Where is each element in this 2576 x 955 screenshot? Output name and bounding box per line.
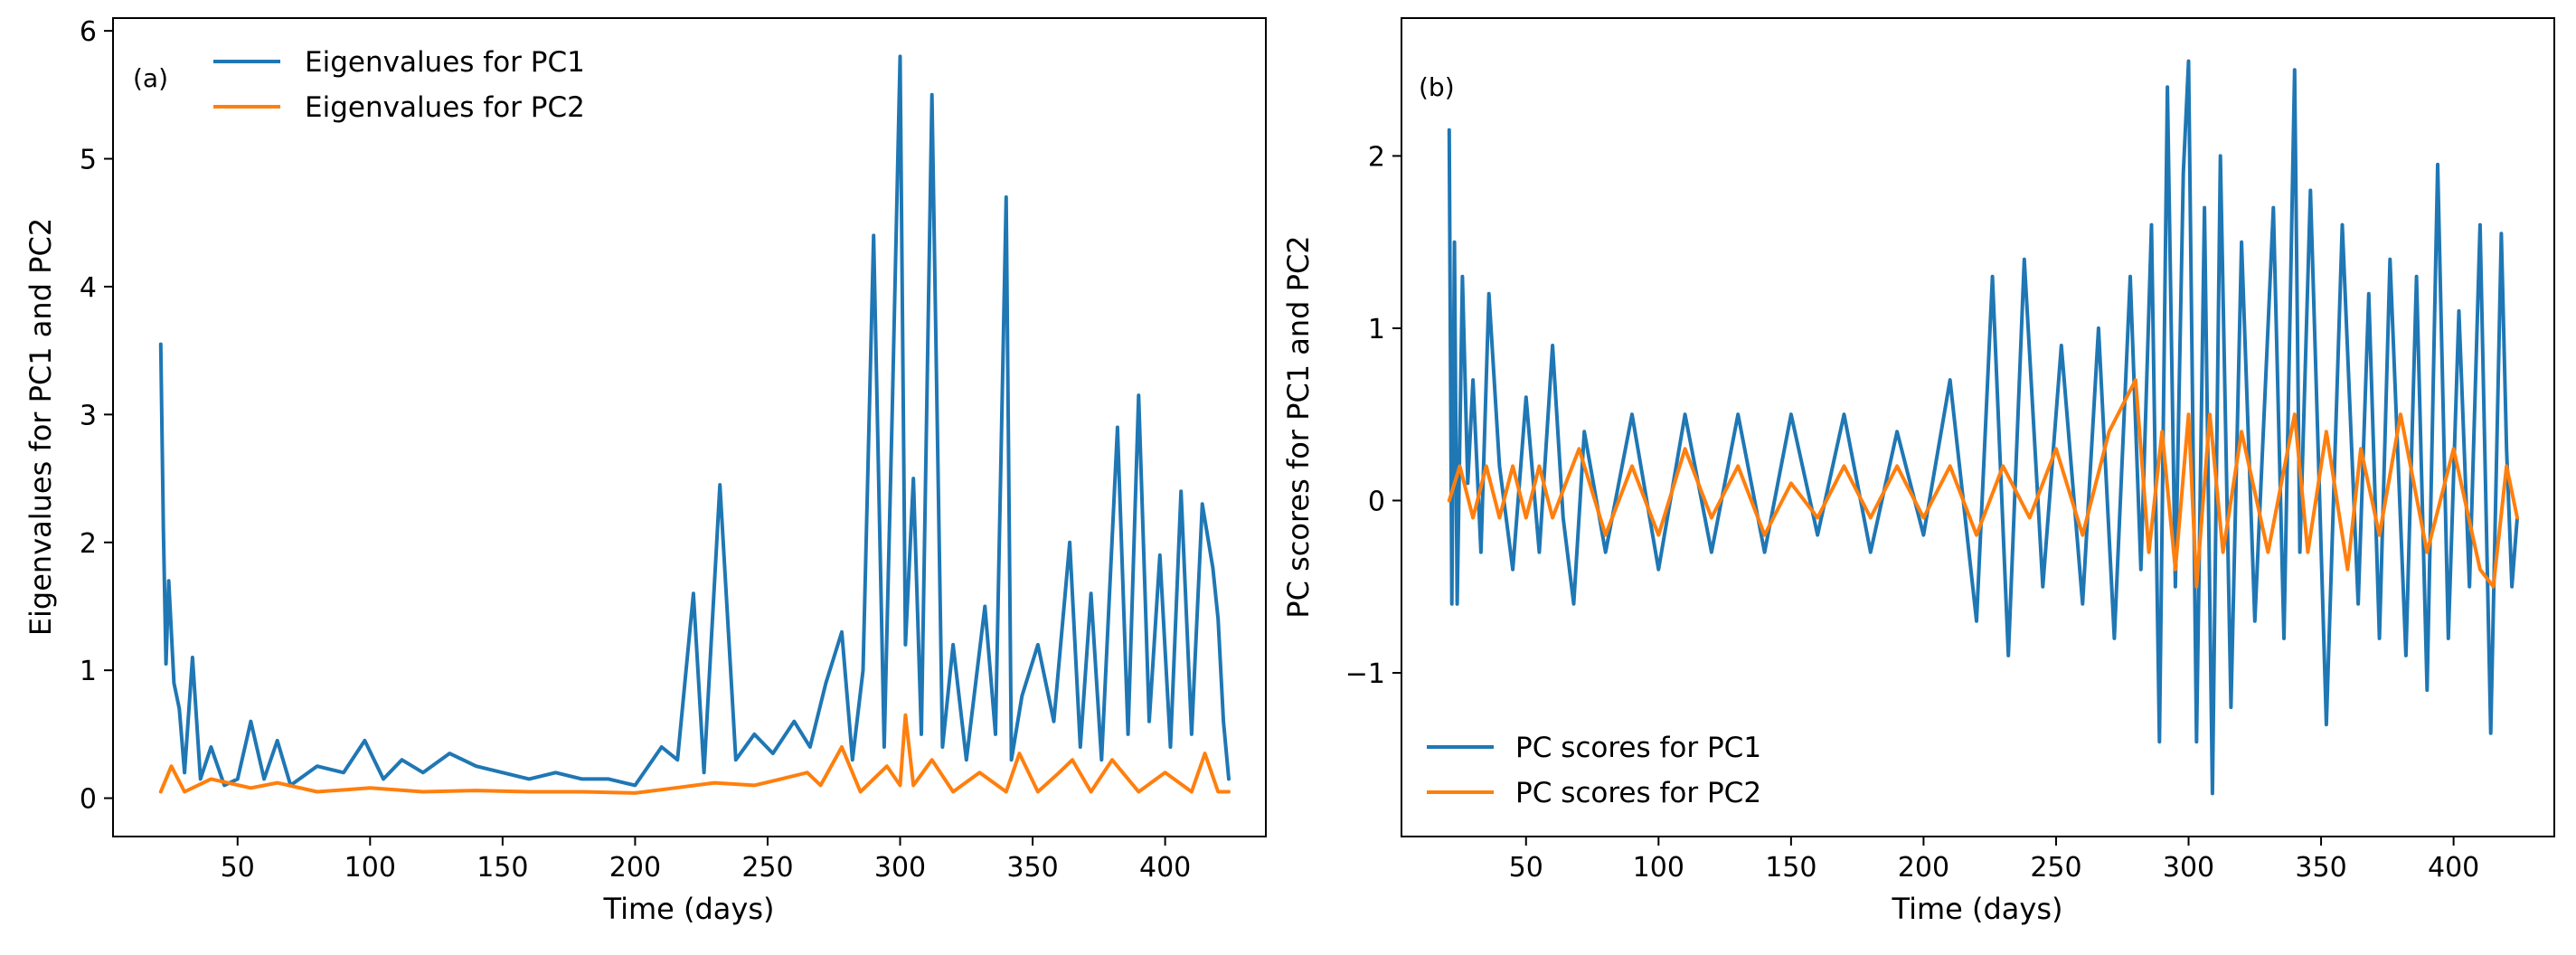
panel-a-ticks: 50 100 150 200 250 300 350 400 0 1 2 3 4 5 6 <box>80 16 1191 884</box>
panel-a-legend: Eigenvalues for PC1 Eigenvalues for PC2 <box>213 46 585 124</box>
panel-b-legend: PC scores for PC1 PC scores for PC2 <box>1427 732 1761 809</box>
panel-a-ytick-label: 4 <box>80 272 97 304</box>
panel-b-xtick-label: 100 <box>1633 852 1684 884</box>
panel-b-xtick-label: 350 <box>2295 852 2346 884</box>
panel-b-xtick-label: 300 <box>2163 852 2214 884</box>
panel-b-xtick-label: 150 <box>1765 852 1816 884</box>
panel-b-series-2-line <box>1447 378 2519 589</box>
panel-b-xtick-label: 400 <box>2428 852 2479 884</box>
panel-a-xtick-label: 100 <box>344 852 396 884</box>
panel-a-ylabel: Eigenvalues for PC1 and PC2 <box>24 218 58 636</box>
panel-b-ytick-label: 2 <box>1368 141 1385 173</box>
panel-b-xtick-label: 50 <box>1509 852 1543 884</box>
panel-a: (a) Time (days) Eigenvalues for PC1 and … <box>24 16 1267 926</box>
panel-b-ytick-label: 0 <box>1368 486 1385 517</box>
panel-b-frame <box>1401 17 2555 837</box>
panel-b-series <box>1447 59 2519 796</box>
panel-a-ytick-label: 0 <box>80 784 97 816</box>
panel-b-ytick-label: 1 <box>1368 314 1385 345</box>
panel-b-ytick-label: −1 <box>1345 658 1385 690</box>
panel-a-xtick-label: 350 <box>1006 852 1058 884</box>
panel-a-xtick-label: 150 <box>477 852 528 884</box>
panel-b-xlabel: Time (days) <box>1892 892 2063 926</box>
panel-a-series-2-line <box>158 713 1231 795</box>
panel-a-series-1-line <box>158 54 1231 788</box>
panel-a-series <box>158 54 1231 795</box>
legend-label-pc2: Eigenvalues for PC2 <box>305 91 585 124</box>
legend-label-pc2-scores: PC scores for PC2 <box>1515 777 1761 809</box>
legend-label-pc1: Eigenvalues for PC1 <box>305 46 585 79</box>
panel-a-xtick-label: 200 <box>609 852 661 884</box>
panel-b-ticks: 50 100 150 200 250 300 350 400 −1 0 1 2 <box>1345 141 2479 884</box>
panel-a-xtick-label: 50 <box>221 852 255 884</box>
panel-a-xtick-label: 250 <box>741 852 793 884</box>
panel-a-ytick-label: 6 <box>80 16 97 48</box>
panel-a-xtick-label: 400 <box>1139 852 1191 884</box>
panel-b-xtick-label: 250 <box>2030 852 2081 884</box>
panel-a-frame <box>112 17 1267 837</box>
panel-a-xtick-label: 300 <box>874 852 926 884</box>
panel-b-tag: (b) <box>1419 72 1455 102</box>
panel-a-tag: (a) <box>133 63 168 93</box>
panel-b: (b) Time (days) PC scores for PC1 and PC… <box>1281 17 2555 926</box>
panel-b-series-1-line <box>1447 59 2519 796</box>
panel-a-ytick-label: 1 <box>80 656 97 687</box>
panel-a-ytick-label: 3 <box>80 400 97 431</box>
panel-a-ytick-label: 2 <box>80 528 97 560</box>
panel-b-xtick-label: 200 <box>1898 852 1949 884</box>
panel-b-ylabel: PC scores for PC1 and PC2 <box>1281 235 1316 618</box>
panel-a-ytick-label: 5 <box>80 145 97 176</box>
legend-label-pc1-scores: PC scores for PC1 <box>1515 732 1761 764</box>
panel-a-xlabel: Time (days) <box>603 892 775 926</box>
